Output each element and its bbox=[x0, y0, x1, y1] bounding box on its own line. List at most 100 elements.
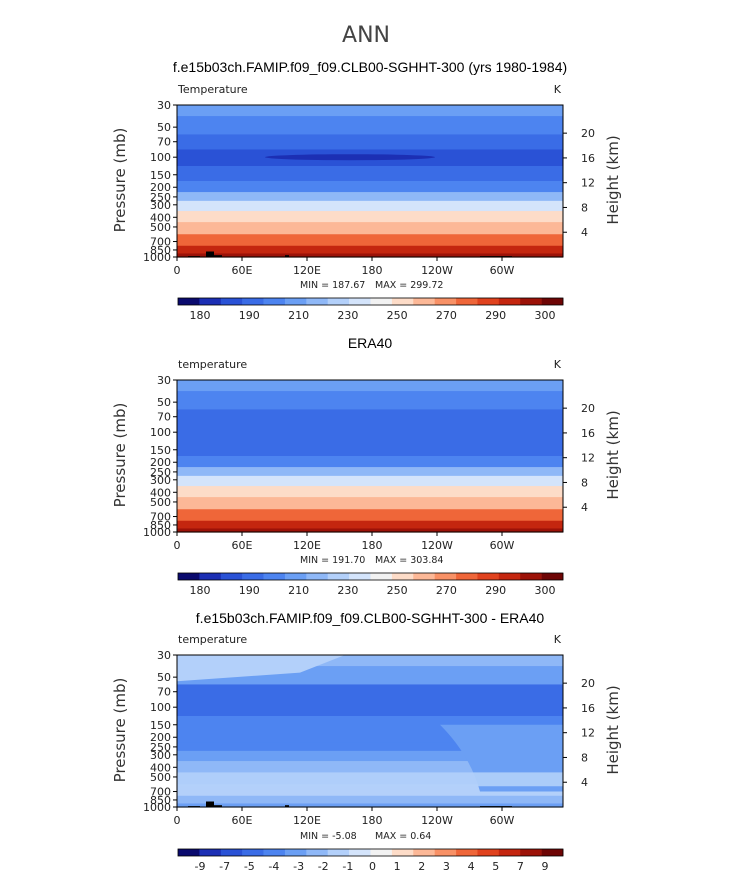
colorbar-label: 190 bbox=[239, 584, 260, 597]
colorbar-swatch bbox=[434, 849, 457, 856]
units-label: K bbox=[554, 358, 562, 371]
y-tick-label: 100 bbox=[150, 151, 171, 164]
colorbar-swatch bbox=[327, 573, 350, 580]
x-tick-label: 120E bbox=[293, 539, 321, 552]
contour-band bbox=[177, 116, 563, 136]
colorbar-label: 190 bbox=[239, 309, 260, 322]
colorbar-swatch bbox=[284, 298, 307, 305]
y2-tick-label: 20 bbox=[581, 127, 595, 140]
contour-band bbox=[177, 409, 563, 426]
y-tick-label: 200 bbox=[150, 181, 171, 194]
y2-tick-label: 16 bbox=[581, 427, 595, 440]
colorbar-swatch bbox=[391, 573, 414, 580]
colorbar-label: 210 bbox=[288, 584, 309, 597]
colorbar-frame bbox=[177, 572, 564, 581]
x-tick-label: 120W bbox=[421, 814, 453, 827]
colorbar-swatch bbox=[541, 573, 564, 580]
x-tick-label: 60E bbox=[232, 814, 253, 827]
contour-band bbox=[177, 520, 563, 530]
contour-band bbox=[177, 750, 563, 762]
colorbar-swatch bbox=[349, 849, 371, 856]
contour-band bbox=[177, 253, 563, 258]
colorbar-swatch bbox=[477, 849, 500, 856]
colorbar-swatch bbox=[413, 298, 435, 305]
x-tick-label: 120W bbox=[421, 264, 453, 277]
colorbar-swatch bbox=[263, 849, 286, 856]
colorbar-swatch bbox=[178, 573, 200, 580]
contour-band bbox=[177, 509, 563, 522]
colorbar-label: 290 bbox=[485, 584, 506, 597]
y2-tick-label: 4 bbox=[581, 501, 588, 514]
y-tick-label: 30 bbox=[157, 649, 171, 662]
colorbar-label: 230 bbox=[337, 309, 358, 322]
colorbar-label: -5 bbox=[244, 860, 255, 872]
y2-tick-label: 20 bbox=[581, 402, 595, 415]
max-value: MAX = 299.72 bbox=[375, 280, 443, 291]
y-tick-label: 250 bbox=[150, 741, 171, 754]
panel-model: f.e15b03ch.FAMIP.f09_f09.CLB00-SGHHT-300… bbox=[111, 59, 622, 322]
x-tick-label: 180 bbox=[362, 814, 383, 827]
y-tick-label: 1000 bbox=[143, 251, 171, 264]
y2-tick-label: 8 bbox=[581, 477, 588, 490]
colorbar-label: 0 bbox=[369, 860, 376, 872]
contour-band bbox=[177, 475, 563, 487]
colorbar-swatch bbox=[306, 849, 329, 856]
y-tick-label: 500 bbox=[150, 221, 171, 234]
y-axis-label: Pressure (mb) bbox=[111, 403, 129, 508]
y2-tick-label: 12 bbox=[581, 452, 595, 465]
x-tick-label: 120W bbox=[421, 539, 453, 552]
y-tick-label: 300 bbox=[150, 749, 171, 762]
y-tick-label: 400 bbox=[150, 211, 171, 224]
y-tick-label: 70 bbox=[157, 136, 171, 149]
panel-title: f.e15b03ch.FAMIP.f09_f09.CLB00-SGHHT-300… bbox=[196, 610, 545, 626]
y2-tick-label: 12 bbox=[581, 177, 595, 190]
colorbar-label: 270 bbox=[436, 309, 457, 322]
colorbar-label: 5 bbox=[492, 860, 499, 872]
colorbar-label: 3 bbox=[443, 860, 450, 872]
figure-title: ANN bbox=[342, 23, 390, 48]
contour-band bbox=[177, 731, 563, 743]
y-tick-label: 850 bbox=[150, 244, 171, 257]
contour-band bbox=[177, 245, 563, 255]
colorbar-swatch bbox=[456, 573, 478, 580]
max-value: MAX = 0.64 bbox=[375, 831, 431, 842]
topography bbox=[285, 255, 289, 257]
panel-difference: f.e15b03ch.FAMIP.f09_f09.CLB00-SGHHT-300… bbox=[111, 610, 622, 872]
y-tick-label: 850 bbox=[150, 519, 171, 532]
colorbar-swatch bbox=[456, 849, 478, 856]
y2-tick-label: 8 bbox=[581, 202, 588, 215]
y-tick-label: 400 bbox=[150, 486, 171, 499]
colorbar-label: 7 bbox=[517, 860, 524, 872]
colorbar-label: -4 bbox=[268, 860, 279, 872]
colorbar-swatch bbox=[199, 849, 222, 856]
colorbar-swatch bbox=[498, 573, 521, 580]
contour-band bbox=[177, 200, 563, 212]
topography bbox=[214, 255, 222, 257]
colorbar-swatch bbox=[370, 573, 393, 580]
contour-band bbox=[177, 234, 563, 247]
contour-band bbox=[177, 497, 563, 510]
y-tick-label: 850 bbox=[150, 794, 171, 807]
colorbar-label: 1 bbox=[394, 860, 401, 872]
field-label: temperature bbox=[178, 358, 247, 371]
y-tick-label: 30 bbox=[157, 99, 171, 112]
colorbar-swatch bbox=[520, 573, 542, 580]
x-tick-label: 180 bbox=[362, 539, 383, 552]
colorbar-swatch bbox=[199, 573, 222, 580]
y-tick-label: 200 bbox=[150, 731, 171, 744]
y-tick-label: 50 bbox=[157, 396, 171, 409]
contour-band bbox=[177, 486, 563, 498]
contour-band bbox=[177, 528, 563, 533]
y-tick-label: 30 bbox=[157, 374, 171, 387]
colorbar-swatch bbox=[306, 298, 329, 305]
colorbar-swatch bbox=[434, 298, 457, 305]
x-tick-label: 60W bbox=[490, 264, 515, 277]
x-tick-label: 60W bbox=[490, 814, 515, 827]
contour-band bbox=[177, 222, 563, 235]
colorbar-swatch bbox=[498, 298, 521, 305]
x-tick-label: 0 bbox=[174, 264, 181, 277]
contour-band bbox=[177, 699, 563, 717]
contour-band bbox=[177, 424, 563, 442]
x-tick-label: 0 bbox=[174, 814, 181, 827]
colorbar-label: 270 bbox=[436, 584, 457, 597]
